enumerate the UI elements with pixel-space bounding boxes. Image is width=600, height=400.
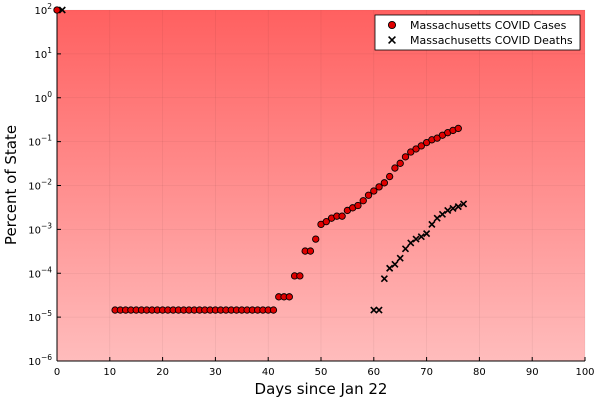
death-point-stroke: [449, 204, 457, 213]
y-tick-label: 102: [34, 2, 52, 17]
death-point: [396, 254, 404, 262]
x-axis-label: Days since Jan 22: [255, 380, 388, 398]
legend-marker-stroke: [388, 36, 396, 44]
death-point: [428, 220, 436, 228]
x-tick-label: 0: [54, 367, 60, 378]
death-point: [417, 233, 425, 241]
grid-lines: [56, 9, 586, 362]
case-point: [269, 306, 278, 314]
death-point: [449, 204, 457, 213]
x-tick-label: 40: [262, 367, 275, 378]
plot-area: [57, 10, 585, 361]
x-tick-label: 20: [156, 367, 169, 378]
death-point-stroke: [438, 210, 447, 218]
y-tick-label: 10−5: [28, 309, 52, 324]
death-point: [444, 206, 452, 215]
death-point-stroke: [407, 239, 415, 247]
case-point: [407, 148, 415, 156]
series-cases: [53, 6, 462, 314]
death-point: [58, 6, 66, 14]
case-point: [454, 124, 462, 133]
y-axis-label: Percent of State: [2, 125, 20, 245]
x-tick-label: 80: [473, 367, 486, 378]
x-tick-label: 10: [103, 367, 116, 378]
y-tick-label: 100: [34, 90, 52, 105]
death-point-stroke: [396, 254, 404, 262]
x-tick-label: 60: [367, 367, 380, 378]
death-point-stroke: [386, 264, 394, 272]
x-tick-label: 70: [420, 367, 433, 378]
case-point: [380, 179, 389, 187]
case-point: [385, 172, 394, 181]
legend: Massachusetts COVID Cases Massachusetts C…: [374, 14, 581, 51]
legend-label: Massachusetts COVID Cases: [410, 19, 567, 32]
x-tick-label: 90: [526, 367, 539, 378]
death-point-stroke: [459, 200, 468, 208]
y-tick-label: 101: [34, 46, 52, 61]
y-tick-label: 10−1: [28, 134, 52, 149]
series-deaths: [58, 6, 468, 314]
death-point: [407, 239, 415, 247]
death-point-stroke: [428, 220, 436, 228]
death-point-stroke: [401, 245, 410, 253]
death-point-stroke: [433, 214, 441, 222]
x-tick-label: 50: [315, 367, 328, 378]
case-point: [338, 212, 346, 220]
death-point-stroke: [417, 233, 425, 241]
death-point: [454, 203, 462, 211]
death-point: [423, 230, 431, 238]
y-tick-label: 10−4: [28, 265, 52, 280]
case-point: [359, 197, 367, 205]
legend-label: Massachusetts COVID Deaths: [410, 34, 573, 47]
plot-background: [57, 10, 585, 361]
death-point: [391, 260, 399, 268]
case-point: [375, 183, 383, 191]
case-point: [306, 247, 315, 255]
death-point-stroke: [444, 206, 452, 215]
case-point: [296, 272, 304, 280]
death-point-stroke: [423, 230, 431, 238]
case-point: [417, 142, 425, 150]
case-point: [312, 235, 320, 243]
x-axis-ticks: 0 10 20 30 40 50 60 70 80 90 100: [54, 357, 595, 378]
death-point: [459, 200, 468, 208]
y-tick-label: 10−6: [28, 353, 52, 368]
legend-cases-marker: [387, 20, 397, 30]
death-point-stroke: [370, 306, 378, 314]
death-point: [412, 235, 420, 243]
death-point: [380, 275, 388, 283]
case-point: [412, 145, 420, 153]
death-point: [433, 214, 441, 222]
death-point-stroke: [58, 6, 66, 14]
death-point-stroke: [391, 260, 399, 268]
data-points: [53, 6, 468, 314]
death-point-stroke: [454, 203, 462, 211]
case-point: [401, 153, 410, 161]
death-point: [386, 264, 394, 272]
death-point: [370, 306, 378, 314]
y-tick-label: 10−2: [28, 178, 52, 193]
case-point: [370, 187, 378, 195]
case-point: [354, 201, 362, 210]
y-axis-ticks: 10−6 10−5 10−4 10−3 10−2 10−1 100 101 102: [28, 2, 61, 368]
death-point-stroke: [380, 275, 388, 283]
case-point: [322, 217, 330, 226]
x-tick-label: 30: [209, 367, 222, 378]
death-point: [438, 210, 447, 218]
death-point: [375, 306, 383, 314]
case-point: [53, 6, 61, 14]
case-point: [285, 293, 293, 301]
x-tick-label: 100: [575, 367, 594, 378]
case-point: [396, 159, 404, 167]
death-point-stroke: [412, 235, 420, 243]
case-point: [391, 164, 399, 172]
legend-box: [374, 14, 581, 51]
legend-deaths-marker: [388, 36, 396, 44]
y-tick-label: 10−3: [28, 221, 52, 236]
death-point: [401, 245, 410, 253]
death-point-stroke: [375, 306, 383, 314]
case-point: [364, 191, 373, 199]
